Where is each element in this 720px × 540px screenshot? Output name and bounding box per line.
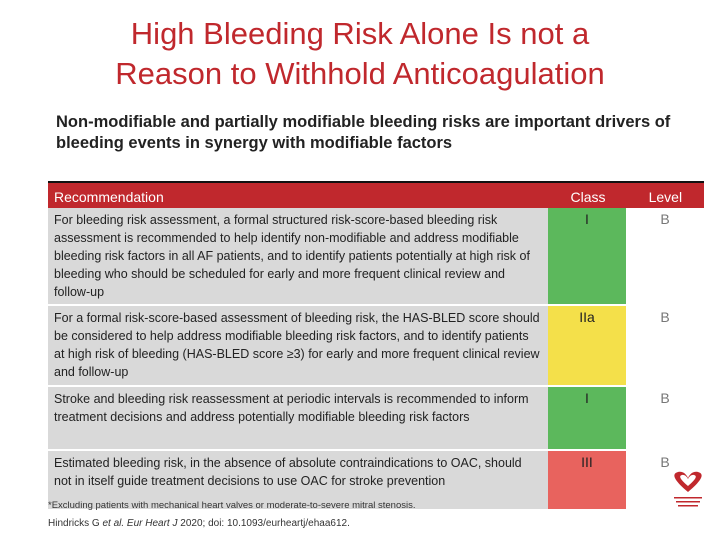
header-recommendation: Recommendation xyxy=(54,189,164,205)
slide-title: High Bleeding Risk Alone Is not a Reason… xyxy=(0,14,720,94)
title-line-1: High Bleeding Risk Alone Is not a xyxy=(130,16,590,51)
level-cell: B xyxy=(626,306,704,385)
table-row: Stroke and bleeding risk reassessment at… xyxy=(48,387,704,451)
slide-subtitle: Non-modifiable and partially modifiable … xyxy=(56,113,671,152)
table-header: Recommendation Class Level xyxy=(48,181,704,208)
class-cell: IIa xyxy=(548,306,626,385)
header-class: Class xyxy=(570,189,606,205)
header-level: Level xyxy=(648,189,683,205)
recommendation-table: Recommendation Class Level For bleeding … xyxy=(48,181,704,511)
level-cell: B xyxy=(626,208,704,304)
reference-journal: et al. Eur Heart J xyxy=(102,518,178,529)
reference-authors: Hindricks G xyxy=(48,518,103,529)
reference-details: 2020; doi: 10.1093/eurheartj/ehaa612. xyxy=(177,518,350,529)
recommendation-text: For bleeding risk assessment, a formal s… xyxy=(48,208,548,304)
table-row: For bleeding risk assessment, a formal s… xyxy=(48,208,704,306)
reference: Hindricks G et al. Eur Heart J 2020; doi… xyxy=(48,518,350,529)
esc-heart-logo-icon xyxy=(674,471,702,507)
class-cell: I xyxy=(548,208,626,304)
recommendation-text: Stroke and bleeding risk reassessment at… xyxy=(48,387,548,449)
title-line-2: Reason to Withhold Anticoagulation xyxy=(115,56,605,91)
recommendation-text: Estimated bleeding risk, in the absence … xyxy=(48,451,548,509)
class-cell: I xyxy=(548,387,626,449)
footnote: *Excluding patients with mechanical hear… xyxy=(48,500,416,511)
table-row: For a formal risk-score-based assessment… xyxy=(48,306,704,387)
recommendation-text: For a formal risk-score-based assessment… xyxy=(48,306,548,385)
level-cell: B xyxy=(626,387,704,449)
class-cell: III xyxy=(548,451,626,509)
